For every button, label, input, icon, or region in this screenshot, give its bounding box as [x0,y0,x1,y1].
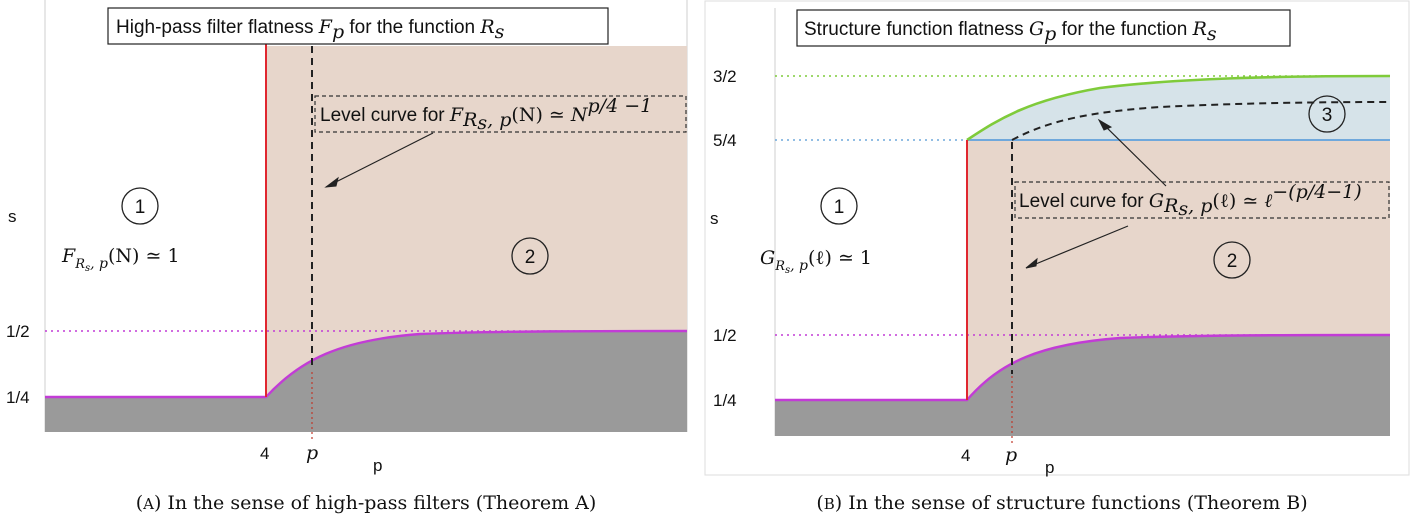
panel-b-title: Structure function flatness Gp for the f… [804,18,1217,45]
panel-a-level-box [314,95,687,133]
panel-b-level-label: Level curve for GRs, p(ℓ) ≃ ℓ−(p/4−1) [1019,181,1362,220]
panel-a-region-1-label: 1 [135,197,146,218]
panel-a-xtick-p: p [306,442,318,464]
panel-b-region-1-marker [820,187,858,225]
panel-a-ytick-half: 1/2 [6,322,30,341]
panel-a-magenta-curve [45,329,688,399]
panel-b-arrow-down-head [1025,257,1038,269]
panel-a-title: High-pass filter flatness Fp for the fun… [116,16,505,43]
panel-b-upper-level-curve [1011,101,1391,141]
panel-a-level-label: Level curve for FRs, p(N) ≃ Np/4 −1 [320,95,652,134]
panel-b-title-box [796,9,1291,47]
panel-a-arrow [325,132,434,188]
panel-b-region-1-label: 1 [834,197,845,218]
panel-b-region-1-formula: GRs, p(ℓ) ≃ 1 [760,247,872,276]
panel-b-xtick-4: 4 [961,446,970,465]
panel-b-region-2-marker [1213,241,1251,279]
panel-b-frame [704,0,1410,476]
panel-b-arrow-up-head [1097,118,1113,131]
panel-a-xtick-4: 4 [260,444,269,463]
panel-b-ytick-fivequarter: 5/4 [713,131,737,150]
panel-a-gray-region [45,331,687,432]
panel-b: Structure function flatness Gp for the f… [704,0,1410,514]
panel-b-xlabel: p [1045,458,1054,477]
panel-b-ytick-threehalf: 3/2 [713,67,737,86]
panel-a-ytick-quarter: 1/4 [6,388,30,407]
panel-a-arrow-head [324,176,339,188]
panel-b-arrow-up [1098,119,1167,187]
panel-b-ylabel: s [710,209,719,228]
panel-a-region-2-label: 2 [525,247,536,268]
panel-a-region-1-formula: FRs, p(N) ≃ 1 [61,245,180,274]
panel-b-xtick-p: p [1005,444,1017,466]
panel-a: High-pass filter flatness Fp for the fun… [6,0,688,514]
panel-b-caption: (B) In the sense of structure functions … [816,492,1307,514]
panel-b-region-3-marker [1308,95,1346,133]
panel-b-ytick-quarter: 1/4 [713,391,737,410]
panel-a-title-box [107,7,609,45]
panel-b-region-3 [967,76,1390,140]
panel-b-green-curve [966,74,1391,142]
panel-b-level-box [1014,181,1390,219]
panel-a-caption: (A) In the sense of high-pass filters (T… [136,492,597,514]
panel-b-region-2-label: 2 [1227,251,1238,272]
panel-b-ytick-half: 1/2 [713,326,737,345]
panel-a-xlabel: p [373,456,382,475]
panel-b-region-3-label: 3 [1322,105,1333,126]
panel-a-region-1-marker [121,187,159,225]
panel-b-gray-region [775,335,1390,436]
panel-a-ylabel: s [8,207,17,226]
panel-b-magenta-curve [775,333,1391,402]
panel-a-region-2-marker [511,237,549,275]
panel-b-arrow-down [1025,225,1129,269]
